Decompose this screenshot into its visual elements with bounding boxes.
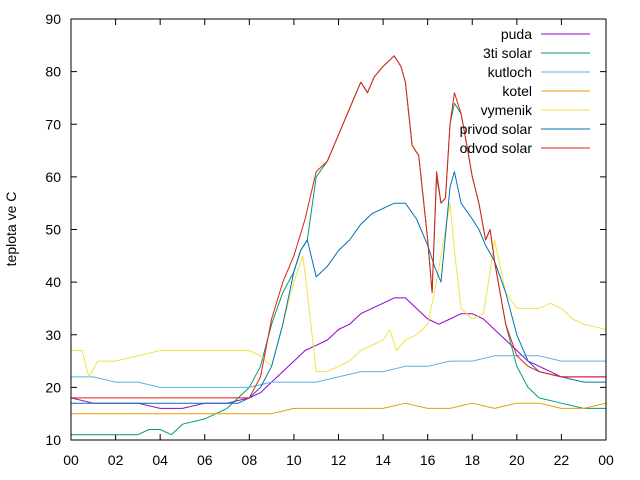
- legend-label-kutloch: kutloch: [488, 64, 532, 80]
- x-tick-label: 00: [63, 452, 79, 468]
- y-tick-labels: 10 20 30 40 50 60 70 80 90: [45, 11, 61, 448]
- y-tick-label: 80: [45, 64, 61, 80]
- y-tick-label: 20: [45, 379, 61, 395]
- y-tick-label: 10: [45, 432, 61, 448]
- y-tick-label: 70: [45, 116, 61, 132]
- legend-label-odvod-solar: odvod solar: [460, 140, 533, 156]
- series-line-odvod-solar: [71, 55, 606, 399]
- y-tick-label: 30: [45, 327, 61, 343]
- legend: puda 3ti solar kutloch kotel vymenik privod s…: [460, 26, 590, 156]
- x-tick-label: 10: [286, 452, 302, 468]
- y-axis-label: teplota ve C: [3, 192, 19, 267]
- y-tick-label: 40: [45, 274, 61, 290]
- x-tick-label: 16: [420, 452, 436, 468]
- legend-label-puda: puda: [501, 26, 532, 42]
- legend-label-vymenik: vymenik: [481, 102, 533, 118]
- x-tick-label: 12: [331, 452, 347, 468]
- x-tick-label: 00: [598, 452, 614, 468]
- legend-label-kotel: kotel: [502, 83, 532, 99]
- x-tick-labels: 00 02 04 06 08 10 12 14 16 18 20 22 00: [63, 452, 614, 468]
- y-tick-label: 60: [45, 169, 61, 185]
- series-line-vymenik: [71, 202, 607, 378]
- legend-label-privod-solar: privod solar: [460, 121, 533, 137]
- plot-frame: [70, 18, 607, 441]
- x-tick-label: 22: [554, 452, 570, 468]
- x-tick-label: 06: [197, 452, 213, 468]
- legend-label-3ti-solar: 3ti solar: [483, 45, 532, 61]
- x-tick-label: 14: [375, 452, 391, 468]
- series-line-privod-solar: [71, 171, 606, 404]
- series-lines: [70, 55, 607, 436]
- y-tick-label: 50: [45, 222, 61, 238]
- x-tick-label: 02: [108, 452, 124, 468]
- y-tick-label: 90: [45, 11, 61, 27]
- x-tick-label: 20: [509, 452, 525, 468]
- x-tick-label: 18: [464, 452, 480, 468]
- x-tick-label: 04: [152, 452, 168, 468]
- series-line-puda: [70, 297, 606, 409]
- series-line-kotel: [71, 402, 607, 415]
- x-tick-label: 08: [242, 452, 258, 468]
